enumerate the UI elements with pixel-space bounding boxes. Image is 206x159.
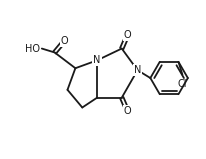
Text: HO: HO — [25, 44, 40, 54]
Text: O: O — [123, 30, 131, 40]
Text: O: O — [60, 36, 68, 46]
Text: Cl: Cl — [177, 79, 186, 89]
Text: O: O — [123, 106, 131, 116]
Text: N: N — [133, 65, 140, 75]
Text: N: N — [93, 55, 100, 65]
